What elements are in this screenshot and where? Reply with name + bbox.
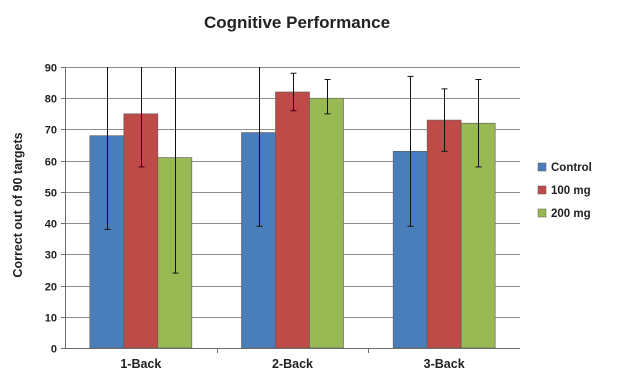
x-tick-label: 3-Back xyxy=(424,357,465,371)
legend-label: 200 mg xyxy=(551,208,591,220)
error-bars xyxy=(104,67,482,274)
y-tick-label: 10 xyxy=(45,313,57,325)
bars xyxy=(89,91,496,349)
y-tick-label: 0 xyxy=(51,344,57,356)
bar-200-mg-1-back xyxy=(157,157,193,349)
y-axis-label: Correct out of 90 targets xyxy=(11,132,25,277)
legend-swatch xyxy=(537,208,547,218)
legend-label: Control xyxy=(551,162,592,174)
y-tick-label: 30 xyxy=(45,250,57,262)
bar-100-mg-3-back xyxy=(426,119,462,349)
y-tick-label: 80 xyxy=(45,94,57,106)
y-tick-label: 50 xyxy=(45,188,57,200)
y-tick-label: 70 xyxy=(45,125,57,137)
y-tick-label: 40 xyxy=(45,219,57,231)
bar-100-mg-2-back xyxy=(275,91,310,349)
bar-control-1-back xyxy=(89,135,125,349)
y-tick-label: 90 xyxy=(45,63,57,75)
legend-swatch xyxy=(537,162,547,172)
legend: Control 100 mg 200 mg xyxy=(537,162,592,220)
bar-200-mg-2-back xyxy=(309,97,344,349)
axes: 0 10 20 30 40 50 60 70 80 90 1-Back 2-Back 3-Back xyxy=(45,63,520,371)
legend-label: 100 mg xyxy=(551,185,591,197)
x-tick-label: 2-Back xyxy=(272,357,313,371)
chart-title: Cognitive Performance xyxy=(204,13,390,32)
bar-100-mg-1-back xyxy=(123,113,159,349)
bar-control-2-back xyxy=(241,132,276,349)
y-tick-label: 60 xyxy=(45,157,57,169)
x-tick-label: 1-Back xyxy=(120,357,161,371)
legend-swatch xyxy=(537,185,547,195)
y-tick-label: 20 xyxy=(45,282,57,294)
